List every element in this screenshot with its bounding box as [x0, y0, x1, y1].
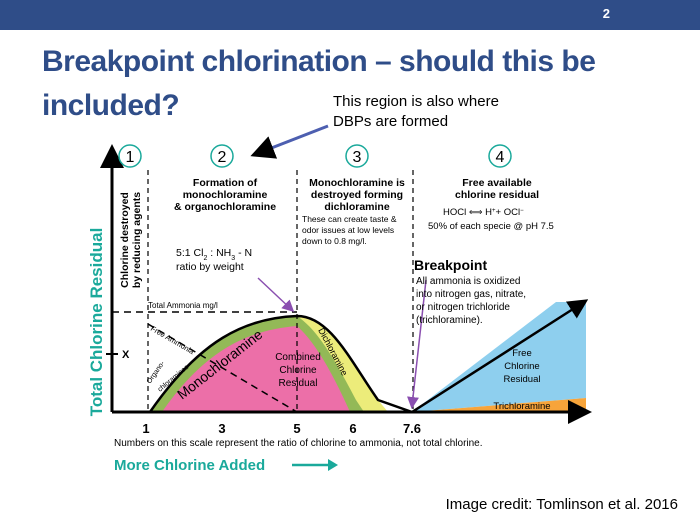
free-ammonia-line — [147, 323, 298, 413]
total-ammonia-label: Total Ammonia mg/l — [148, 301, 218, 310]
ratio-label-2: ratio by weight — [176, 261, 244, 273]
zone-2-circle — [210, 144, 234, 168]
x-axis-title: More Chlorine Added — [114, 457, 265, 474]
breakpoint-pointer — [407, 279, 427, 409]
y-axis-title: Total Chlorine Residual — [87, 228, 106, 417]
combined-residual-label-2: Chlorine — [279, 365, 317, 376]
callout-text: This region is also where DBPs are forme… — [333, 93, 499, 130]
x-axis-note: Numbers on this scale represent the rati… — [114, 438, 483, 449]
breakpoint-note-4: (trichloramine). — [416, 315, 483, 326]
ratio-pointer — [257, 277, 295, 313]
zone-1-circle — [118, 144, 142, 168]
zone-3-number: 3 — [353, 149, 362, 166]
free-residual-label-3: Residual — [504, 374, 541, 385]
zone-2-heading-1: Formation of — [193, 177, 258, 189]
zone-2-number: 2 — [218, 149, 227, 166]
x-axis-title-arrowhead — [328, 459, 338, 471]
y-marker-label: X — [122, 349, 130, 361]
zone-3-heading-3: dichloramine — [324, 201, 390, 213]
zone-4-number: 4 — [496, 149, 505, 166]
zone-4-circle — [488, 144, 512, 168]
y-axis-subtitle-1: Chlorine destroyed — [119, 192, 131, 288]
zone-1-number: 1 — [126, 149, 135, 166]
combined-residual-label-1: Combined — [275, 352, 321, 363]
slide-header-bar: 2 — [0, 0, 700, 30]
zone-4-heading-1: Free available — [462, 177, 532, 189]
zone-3-note-2: odor issues at low levels — [302, 225, 394, 235]
breakpoint-note-1: All ammonia is oxidized — [416, 276, 521, 287]
x-tick-7-6: 7.6 — [403, 421, 421, 436]
x-tick-6: 6 — [349, 421, 356, 436]
x-tick-1: 1 — [142, 421, 149, 436]
zone-3-note-1: These can create taste & — [302, 214, 397, 224]
free-residual-label-2: Chlorine — [504, 361, 539, 372]
zone-4-heading-2: chlorine residual — [455, 189, 539, 201]
callout-arrow — [250, 124, 329, 159]
zone-2-heading-3: & organochloramine — [174, 201, 276, 213]
breakpoint-note-3: or nitrogen trichloride — [416, 302, 510, 313]
combined-residual-region — [162, 326, 350, 412]
slide-title: Breakpoint chlorination – should this be… — [42, 45, 596, 122]
combined-residual-label-3: Residual — [279, 378, 318, 389]
free-residual-label-1: Free — [512, 348, 532, 359]
ratio-label-1: 5:1 Cl2 : NH3 - N — [176, 247, 252, 262]
x-tick-3: 3 — [218, 421, 225, 436]
page-number: 2 — [602, 6, 610, 21]
zone-2-heading-2: monochloramine — [183, 189, 268, 201]
breakpoint-note-2: into nitrogen gas, nitrate, — [416, 289, 526, 300]
zone-4-equation: HOCl ⟺ H++ OCl− — [443, 207, 524, 218]
y-axis-subtitle-2: by reducing agents — [131, 192, 143, 288]
zone-4-note: 50% of each specie @ pH 7.5 — [428, 221, 554, 232]
image-credit: Image credit: Tomlinson et al. 2016 — [445, 496, 678, 513]
zone-3-note-3: down to 0.8 mg/l. — [302, 236, 367, 246]
breakpoint-title: Breakpoint — [414, 257, 487, 273]
free-ammonia-label: Free Ammonia — [149, 324, 196, 357]
zone-3-heading-1: Monochloramine is — [309, 177, 405, 189]
zone-3-heading-2: destroyed forming — [311, 189, 403, 201]
x-tick-5: 5 — [293, 421, 300, 436]
trichloramine-region — [412, 398, 586, 412]
trichloramine-label: Trichloramine — [493, 401, 550, 412]
zone-3-circle — [345, 144, 369, 168]
